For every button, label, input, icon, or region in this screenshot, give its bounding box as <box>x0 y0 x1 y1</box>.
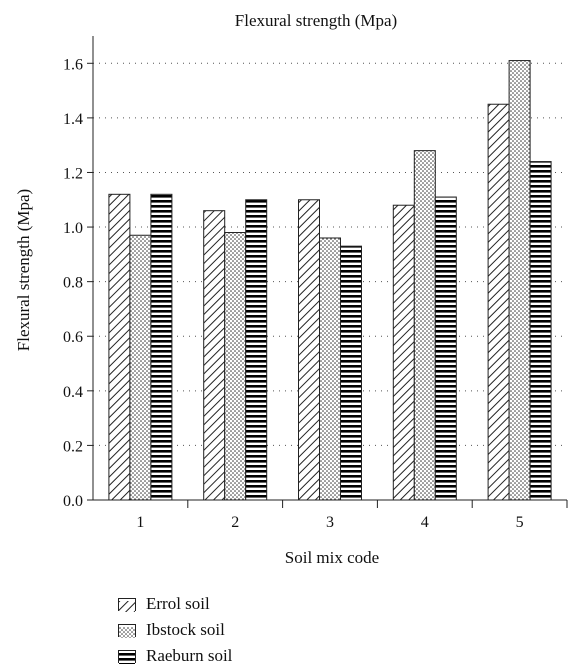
legend: Errol soil Ibstock soil Raeburn soil <box>118 591 232 669</box>
x-tick-label: 3 <box>326 514 334 531</box>
axes: 0.0 0.2 0.4 0.6 0.8 1.0 1.2 1.4 1.6 1 2 3 4 5 <box>63 36 568 531</box>
bars <box>108 60 552 501</box>
bar-ibstock-soil-5 <box>508 60 531 501</box>
y-tick-label: 1.0 <box>63 220 83 237</box>
legend-swatch-ibstock <box>118 623 136 638</box>
x-axis-label: Soil mix code <box>285 548 379 567</box>
legend-item-raeburn: Raeburn soil <box>118 643 232 669</box>
x-tick-label: 1 <box>136 514 144 531</box>
chart-title: Flexural strength (Mpa) <box>235 11 397 30</box>
legend-label-errol: Errol soil <box>146 594 210 613</box>
legend-item-errol: Errol soil <box>118 591 232 617</box>
x-tick-label: 5 <box>516 514 524 531</box>
x-tick-label: 2 <box>231 514 239 531</box>
bar-raeburn-soil-1 <box>150 193 173 501</box>
legend-label-ibstock: Ibstock soil <box>146 620 225 639</box>
y-tick-label: 0.8 <box>63 275 83 292</box>
y-tick-label: 1.4 <box>63 111 83 128</box>
y-tick-label: 0.0 <box>63 493 83 510</box>
bar-errol-soil-4 <box>392 204 415 501</box>
y-tick-label: 1.2 <box>63 165 83 182</box>
bar-errol-soil-1 <box>108 193 131 501</box>
legend-label-raeburn: Raeburn soil <box>146 646 233 665</box>
bar-errol-soil-5 <box>487 103 510 501</box>
x-tick-label: 4 <box>421 514 429 531</box>
bar-ibstock-soil-1 <box>129 234 152 501</box>
bar-raeburn-soil-3 <box>340 245 362 501</box>
bar-ibstock-soil-2 <box>224 232 247 501</box>
bar-errol-soil-2 <box>203 210 226 501</box>
y-tick-label: 0.6 <box>63 329 83 346</box>
bar-ibstock-soil-4 <box>413 150 436 501</box>
bar-raeburn-soil-5 <box>529 161 552 501</box>
legend-item-ibstock: Ibstock soil <box>118 617 232 643</box>
y-tick-label: 0.4 <box>63 384 83 401</box>
y-axis-label: Flexural strength (Mpa) <box>14 189 33 351</box>
y-tick-label: 1.6 <box>63 56 83 73</box>
legend-swatch-raeburn <box>118 649 136 664</box>
bar-ibstock-soil-3 <box>319 237 341 501</box>
bar-raeburn-soil-2 <box>245 199 268 501</box>
bar-raeburn-soil-4 <box>434 196 457 501</box>
legend-swatch-errol <box>118 597 136 612</box>
bar-errol-soil-3 <box>298 199 320 501</box>
y-tick-label: 0.2 <box>63 438 83 455</box>
